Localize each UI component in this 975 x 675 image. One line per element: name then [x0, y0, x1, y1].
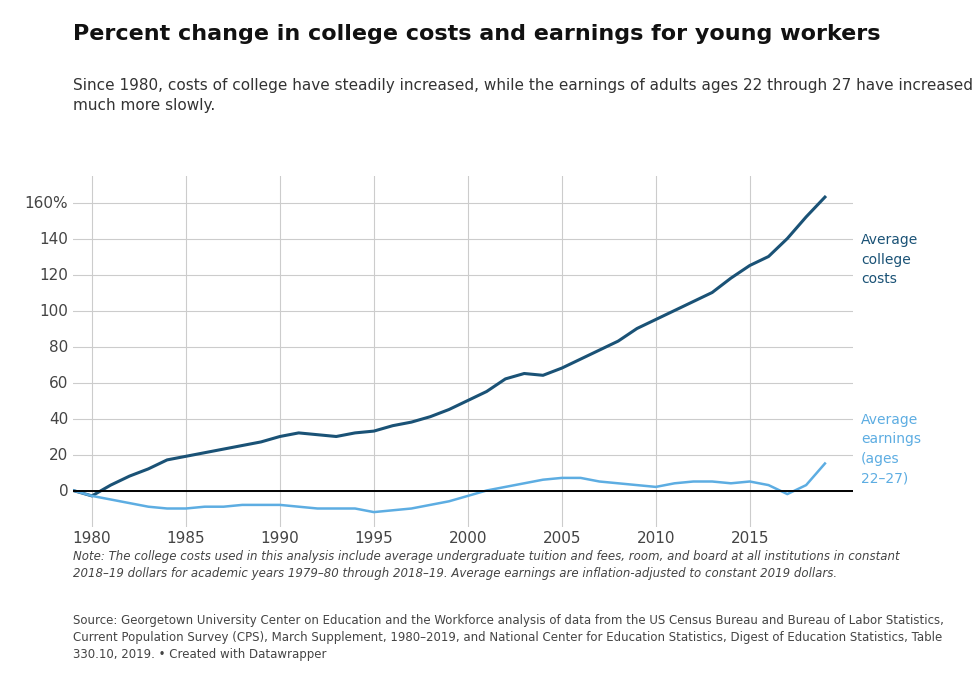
Text: Average
college
costs: Average college costs: [861, 234, 918, 286]
Text: Average
earnings
(ages
22–27): Average earnings (ages 22–27): [861, 412, 921, 485]
Text: Note: The college costs used in this analysis include average undergraduate tuit: Note: The college costs used in this ana…: [73, 550, 900, 580]
Text: Percent change in college costs and earnings for young workers: Percent change in college costs and earn…: [73, 24, 880, 44]
Text: Since 1980, costs of college have steadily increased, while the earnings of adul: Since 1980, costs of college have steadi…: [73, 78, 973, 113]
Text: Source: Georgetown University Center on Education and the Workforce analysis of : Source: Georgetown University Center on …: [73, 614, 944, 662]
